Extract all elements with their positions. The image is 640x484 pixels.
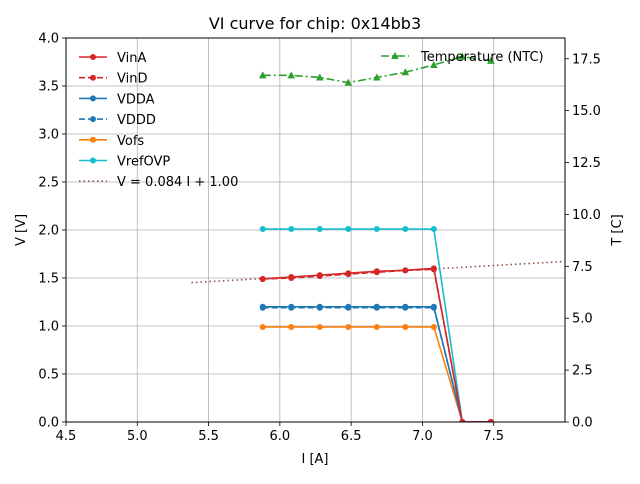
- y2-tick-label: 10.0: [572, 208, 601, 223]
- x-tick-label: 5.5: [198, 429, 219, 444]
- x-tick-label: 5.0: [127, 429, 148, 444]
- legend-label-vina: VinA: [117, 51, 146, 66]
- temperature-point: [315, 73, 324, 81]
- legend-label-v-0-084-i-1-00: V = 0.084 I + 1.00: [117, 175, 238, 190]
- legend-right: Temperature (NTC): [381, 50, 544, 65]
- series-point-vina: [459, 419, 466, 422]
- x-axis-ticks: 4.5 5.0 5.5 6.0 6.5 7.0 7.5: [56, 422, 504, 444]
- temperature-point: [430, 60, 438, 68]
- temperature-point: [401, 68, 410, 76]
- y-tick-label: 0.0: [38, 416, 59, 431]
- temperature-point: [487, 56, 495, 64]
- series-point-vofs: [288, 323, 295, 330]
- series-point-vina: [402, 267, 409, 274]
- y-axis-ticks: 0.0 0.5 1.0 1.5 2.0 2.5 3.0 3.5 4.0: [38, 32, 66, 431]
- y2-tick-label: 0.0: [572, 416, 593, 431]
- y2-axis-ticks: 0.0 2.5 5.0 7.5 10.0 12.5 15.0 17.5: [565, 52, 601, 431]
- legend-label-vddd: VDDD: [117, 113, 156, 128]
- series-point-vina: [430, 265, 437, 272]
- legend-label-temperature: Temperature (NTC): [420, 50, 544, 65]
- series-point-vdda: [373, 303, 380, 310]
- series-point-vina: [288, 274, 295, 281]
- x-tick-label: 7.5: [483, 429, 504, 444]
- plot-area: [191, 52, 565, 422]
- temperature-point: [458, 52, 467, 60]
- legend-marker-vina: [90, 54, 96, 60]
- series-point-vofs: [316, 323, 323, 330]
- y2-tick-label: 2.5: [572, 364, 593, 379]
- y-tick-label: 1.5: [38, 272, 59, 287]
- y-tick-label: 2.0: [38, 224, 59, 239]
- x-axis-label: I [A]: [301, 452, 328, 467]
- temperature-point: [373, 73, 381, 81]
- series-point-vofs: [259, 323, 266, 330]
- x-tick-label: 6.0: [270, 429, 291, 444]
- series-line-vofs: [262, 326, 491, 422]
- x-tick-label: 6.5: [341, 429, 362, 444]
- series-point-vdda: [316, 303, 323, 310]
- y-tick-label: 4.0: [38, 32, 59, 47]
- series-point-vrefovp: [259, 226, 266, 233]
- series-point-vofs: [373, 323, 380, 330]
- series-point-vofs: [345, 323, 352, 330]
- legend-left: VinA VinD VDDA VDDD Vofs VrefOVP V = 0.084 I +…: [79, 51, 238, 190]
- x-tick-label: 7.0: [412, 429, 433, 444]
- legend-marker-vind: [90, 74, 96, 81]
- legend-label-vdda: VDDA: [117, 92, 155, 107]
- y2-tick-label: 5.0: [572, 312, 593, 327]
- y-tick-label: 0.5: [38, 368, 59, 383]
- series-point-vina: [487, 419, 494, 422]
- series-point-vdda: [345, 303, 352, 310]
- series-point-vrefovp: [373, 226, 380, 233]
- series-line-vddd: [262, 306, 491, 422]
- series-point-vdda: [288, 303, 295, 310]
- y-axis-label: V [V]: [14, 214, 29, 246]
- series-point-vina: [259, 275, 266, 282]
- legend-marker-vrefovp: [90, 157, 96, 164]
- temperature-point: [287, 71, 296, 79]
- series-point-vdda: [402, 303, 409, 310]
- series-point-vofs: [430, 323, 437, 330]
- x-tick-label: 4.5: [56, 429, 77, 444]
- temperature-point: [258, 71, 267, 79]
- legend-marker-temperature: [391, 52, 399, 59]
- y2-tick-label: 7.5: [572, 260, 593, 275]
- series-point-vdda: [430, 303, 437, 310]
- series-point-vrefovp: [345, 226, 352, 233]
- series-layer: [191, 52, 565, 422]
- y-tick-label: 2.5: [38, 176, 59, 191]
- legend-label-vrefovp: VrefOVP: [117, 155, 170, 170]
- series-point-vrefovp: [402, 226, 409, 233]
- series-point-vina: [373, 268, 380, 275]
- legend-label-vofs: Vofs: [117, 134, 144, 149]
- y2-tick-label: 17.5: [572, 52, 601, 67]
- chart-title: VI curve for chip: 0x14bb3: [209, 14, 421, 33]
- series-point-vrefovp: [430, 226, 437, 233]
- y-tick-label: 1.0: [38, 320, 59, 335]
- temperature-point: [344, 78, 353, 86]
- y-tick-label: 3.5: [38, 80, 59, 95]
- y2-tick-label: 12.5: [572, 156, 601, 171]
- series-point-vina: [316, 272, 323, 279]
- series-point-vofs: [402, 323, 409, 330]
- series-point-vina: [345, 270, 352, 277]
- legend-marker-vddd: [90, 116, 96, 123]
- y-tick-label: 3.0: [38, 128, 59, 143]
- grid: [65, 37, 565, 423]
- y2-tick-label: 15.0: [572, 104, 601, 119]
- series-point-vrefovp: [288, 226, 295, 233]
- legend-marker-vofs: [90, 136, 96, 143]
- legend-marker-vdda: [90, 95, 96, 102]
- series-point-vdda: [259, 303, 266, 310]
- legend-label-vind: VinD: [117, 72, 147, 87]
- fit-line: [191, 260, 565, 284]
- series-point-vrefovp: [316, 226, 323, 233]
- y2-axis-label: T [C]: [610, 214, 625, 246]
